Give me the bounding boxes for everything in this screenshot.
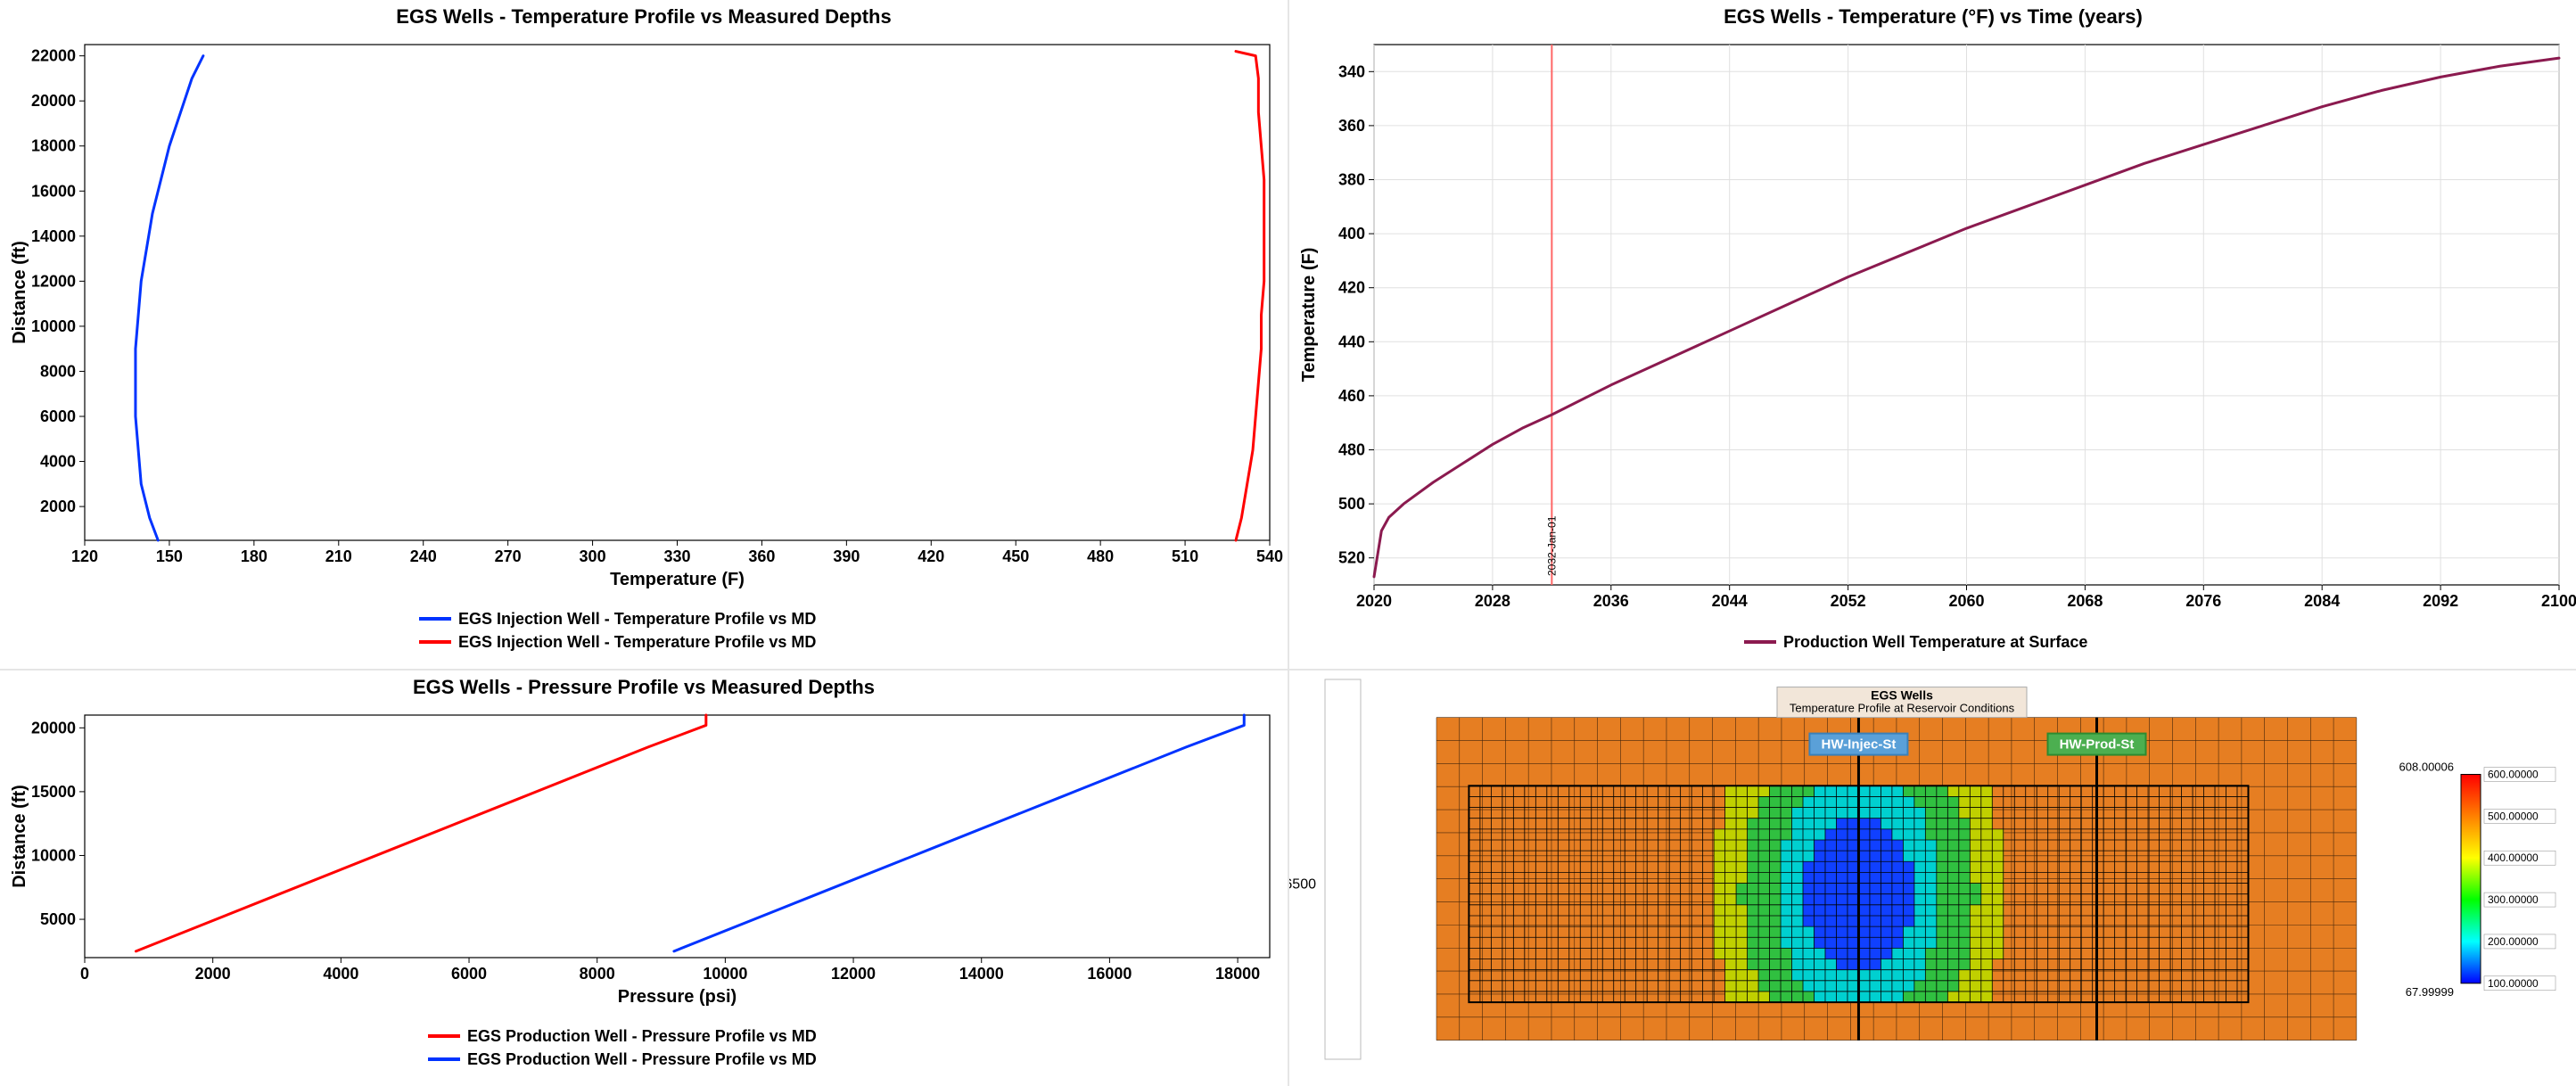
svg-text:EGS Injection Well - Temperatu: EGS Injection Well - Temperature Profile… xyxy=(458,633,816,651)
svg-text:Temperature Profile at Reservo: Temperature Profile at Reservoir Conditi… xyxy=(1789,702,2014,715)
svg-text:240: 240 xyxy=(410,547,437,565)
svg-text:460: 460 xyxy=(1337,387,1364,405)
svg-text:EGS Production Well - Pressure: EGS Production Well - Pressure Profile v… xyxy=(467,1050,817,1068)
svg-text:EGS Injection Well - Temperatu: EGS Injection Well - Temperature Profile… xyxy=(458,610,816,628)
svg-text:8000: 8000 xyxy=(580,965,615,983)
svg-text:EGS Production Well - Pressure: EGS Production Well - Pressure Profile v… xyxy=(467,1027,817,1045)
svg-text:Distance (ft): Distance (ft) xyxy=(10,241,29,344)
svg-text:500: 500 xyxy=(1337,495,1364,513)
svg-text:2092: 2092 xyxy=(2423,592,2458,610)
svg-text:510: 510 xyxy=(1172,547,1198,565)
svg-text:-6500: -6500 xyxy=(1289,876,1316,892)
svg-text:Temperature (F): Temperature (F) xyxy=(1299,248,1319,383)
svg-text:2028: 2028 xyxy=(1474,592,1510,610)
svg-text:2060: 2060 xyxy=(1948,592,1984,610)
chart-title: EGS Wells - Temperature (°F) vs Time (ye… xyxy=(1724,5,2143,28)
svg-text:480: 480 xyxy=(1337,441,1364,459)
svg-text:330: 330 xyxy=(663,547,690,565)
svg-text:300.00000: 300.00000 xyxy=(2488,893,2539,906)
svg-text:420: 420 xyxy=(918,547,944,565)
svg-text:360: 360 xyxy=(748,547,775,565)
svg-text:2068: 2068 xyxy=(2067,592,2103,610)
svg-text:18000: 18000 xyxy=(31,137,76,155)
svg-text:2044: 2044 xyxy=(1711,592,1747,610)
svg-text:10000: 10000 xyxy=(31,317,76,335)
svg-text:520: 520 xyxy=(1337,549,1364,567)
svg-text:5000: 5000 xyxy=(40,910,76,928)
svg-text:10000: 10000 xyxy=(31,846,76,864)
svg-text:6000: 6000 xyxy=(451,965,487,983)
svg-text:8000: 8000 xyxy=(40,362,76,380)
svg-text:HW-Prod-St: HW-Prod-St xyxy=(2059,737,2134,753)
panel-pressure-vs-depth: EGS Wells - Pressure Profile vs Measured… xyxy=(0,671,1288,1086)
svg-text:2000: 2000 xyxy=(40,498,76,515)
svg-text:6000: 6000 xyxy=(40,407,76,425)
svg-text:2020: 2020 xyxy=(1355,592,1391,610)
svg-text:Temperature (F): Temperature (F) xyxy=(610,570,745,589)
svg-text:2052: 2052 xyxy=(1830,592,1865,610)
svg-text:14000: 14000 xyxy=(959,965,1004,983)
svg-text:12000: 12000 xyxy=(31,272,76,290)
svg-text:0: 0 xyxy=(80,965,89,983)
dashboard-grid: EGS Wells - Temperature Profile vs Measu… xyxy=(0,0,2576,1086)
svg-text:390: 390 xyxy=(833,547,860,565)
svg-text:608.00006: 608.00006 xyxy=(2399,761,2453,774)
svg-text:400: 400 xyxy=(1337,225,1364,243)
panel-temp-vs-depth: EGS Wells - Temperature Profile vs Measu… xyxy=(0,0,1288,669)
svg-text:450: 450 xyxy=(1002,547,1029,565)
svg-text:4000: 4000 xyxy=(323,965,358,983)
svg-text:2000: 2000 xyxy=(195,965,231,983)
svg-text:12000: 12000 xyxy=(831,965,876,983)
svg-text:4000: 4000 xyxy=(40,453,76,471)
svg-text:360: 360 xyxy=(1337,117,1364,135)
svg-text:270: 270 xyxy=(495,547,522,565)
svg-text:22000: 22000 xyxy=(31,47,76,65)
svg-text:540: 540 xyxy=(1256,547,1283,565)
svg-text:180: 180 xyxy=(241,547,267,565)
svg-text:20000: 20000 xyxy=(31,719,76,736)
svg-text:600.00000: 600.00000 xyxy=(2488,769,2539,781)
svg-text:400.00000: 400.00000 xyxy=(2488,852,2539,864)
svg-text:20000: 20000 xyxy=(31,92,76,110)
chart-title: EGS Wells - Pressure Profile vs Measured… xyxy=(413,676,875,698)
svg-text:EGS Wells: EGS Wells xyxy=(1871,688,1933,703)
svg-text:10000: 10000 xyxy=(703,965,747,983)
svg-text:120: 120 xyxy=(71,547,98,565)
svg-text:340: 340 xyxy=(1337,62,1364,80)
svg-text:16000: 16000 xyxy=(1087,965,1132,983)
svg-text:440: 440 xyxy=(1337,333,1364,350)
svg-text:Production Well Temperature at: Production Well Temperature at Surface xyxy=(1783,633,2087,651)
svg-text:200.00000: 200.00000 xyxy=(2488,935,2539,948)
svg-text:67.99999: 67.99999 xyxy=(2405,985,2453,999)
svg-text:2100: 2100 xyxy=(2540,592,2576,610)
svg-text:HW-Injec-St: HW-Injec-St xyxy=(1821,737,1896,753)
svg-text:480: 480 xyxy=(1087,547,1114,565)
svg-text:14000: 14000 xyxy=(31,227,76,245)
svg-text:2036: 2036 xyxy=(1593,592,1628,610)
svg-text:16000: 16000 xyxy=(31,182,76,200)
svg-text:2076: 2076 xyxy=(2185,592,2221,610)
svg-text:Distance (ft): Distance (ft) xyxy=(10,785,29,888)
svg-text:300: 300 xyxy=(580,547,606,565)
svg-text:210: 210 xyxy=(325,547,352,565)
svg-text:380: 380 xyxy=(1337,171,1364,189)
panel-temp-vs-time: EGS Wells - Temperature (°F) vs Time (ye… xyxy=(1289,0,2576,669)
svg-text:2032-Jan-01: 2032-Jan-01 xyxy=(1545,515,1558,576)
svg-text:2084: 2084 xyxy=(2304,592,2340,610)
svg-text:Pressure (psi): Pressure (psi) xyxy=(618,987,737,1007)
svg-text:100.00000: 100.00000 xyxy=(2488,977,2539,990)
chart-title: EGS Wells - Temperature Profile vs Measu… xyxy=(396,5,891,28)
panel-reservoir-heatmap: -6500 EGS WellsTemperature Profile at Res… xyxy=(1289,671,2576,1086)
svg-text:15000: 15000 xyxy=(31,783,76,801)
svg-text:500.00000: 500.00000 xyxy=(2488,810,2539,822)
svg-text:420: 420 xyxy=(1337,279,1364,297)
svg-text:150: 150 xyxy=(156,547,183,565)
svg-text:18000: 18000 xyxy=(1215,965,1260,983)
